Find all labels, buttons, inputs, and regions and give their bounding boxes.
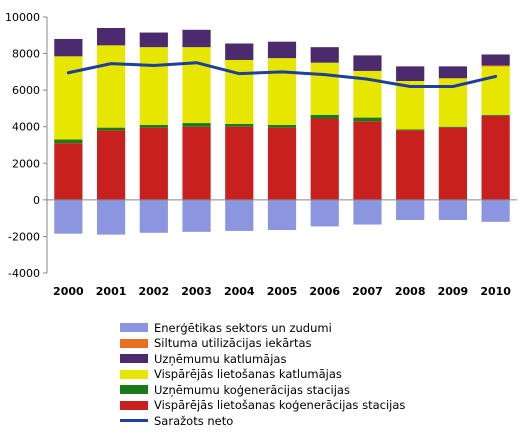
bar-segment [310,47,339,63]
bar-segment [96,199,126,235]
bar-segment [310,114,339,119]
x-tick-label: 2008 [395,285,426,298]
y-tick-label: 6000 [12,84,40,97]
bar-segment [310,62,339,115]
legend-swatch-public-chp [120,400,148,410]
y-tick-label: -4000 [8,267,40,280]
bar-segment [225,43,254,60]
bar-segment [182,29,211,48]
legend-item: Vispārējās lietošanas katlumājas [120,367,405,383]
bar-segment [96,130,126,200]
bar-segment [438,66,468,79]
bar-segment [353,199,382,225]
bar-segment [481,199,510,222]
bar-segment [139,127,168,200]
bar-segment [225,59,254,124]
bar-segment [225,123,254,127]
x-tick-label: 2002 [139,285,170,298]
y-tick-label: 10000 [5,11,40,24]
bar-segment [353,121,382,200]
legend-swatch-net-output [120,419,148,423]
legend-item: Uzņēmumu koģenerācijas stacijas [120,382,405,398]
legend-swatch-industrial-chp [120,385,148,395]
legend-label: Vispārējās lietošanas koģenerācijas stac… [154,398,406,413]
x-tick-label: 2001 [96,285,127,298]
bar-segment [353,117,382,122]
legend-swatch-industrial-boilers [120,354,148,364]
bar-segment [139,199,168,233]
y-tick-label: 0 [33,194,40,207]
bar-segment [139,124,168,128]
legend-item: Uzņēmumu katlumājas [120,351,405,367]
bar-segment [353,55,382,71]
legend-item: Vispārējās lietošanas koģenerācijas stac… [120,398,405,414]
legend-label: Enerģētikas sektors un zudumi [154,320,332,335]
bar-segment [396,81,425,130]
x-tick-label: 2005 [267,285,298,298]
legend-item: Enerģētikas sektors un zudumi [120,320,405,336]
bar-segment [481,54,510,66]
bar-segment [267,124,297,128]
legend-label: Uzņēmumu koģenerācijas stacijas [154,382,350,397]
bar-segment [182,47,211,124]
bar-segment [225,199,254,231]
bar-segment [182,126,211,200]
legend-swatch-heat-recovery [120,338,148,348]
bar-segment [438,199,468,220]
legend-label: Vispārējās lietošanas katlumājas [154,367,342,382]
legend-swatch-public-boilers [120,369,148,379]
x-tick-label: 2004 [224,285,255,298]
bar-segment [396,130,425,200]
bar-segment [267,199,297,231]
x-tick-label: 2010 [480,285,511,298]
bar-segment [182,199,211,232]
bar-segment [139,47,168,125]
bar-segment [54,199,83,234]
bar-segment [396,199,425,220]
legend-label: Saražots neto [154,413,234,428]
bar-segment [481,114,510,116]
bar-segment [310,118,339,200]
x-tick-label: 2009 [438,285,469,298]
bar-segment [481,66,510,115]
bar-segment [54,143,83,200]
bar-segment [225,126,254,200]
y-tick-label: 8000 [12,48,40,61]
x-tick-label: 2000 [53,285,84,298]
bar-segment [54,139,83,144]
x-tick-label: 2003 [181,285,212,298]
bar-segment [96,45,126,128]
bar-segment [139,32,168,48]
bar-segment [182,123,211,127]
bar-segment [96,27,126,46]
bar-segment [267,58,297,125]
bar-segment [438,126,468,128]
bar-segment [310,199,339,227]
bar-segment [54,56,83,140]
bar-segment [267,127,297,200]
y-tick-label: 2000 [12,157,40,170]
legend-swatch-energy-sector [120,323,148,333]
bar-segment [267,41,297,59]
bar-segment [481,115,510,200]
bar-segment [54,38,83,57]
net-output-line [66,61,498,88]
x-tick-label: 2006 [309,285,340,298]
y-tick-label: -2000 [8,230,40,243]
bar-segment [481,65,510,67]
legend-item: Siltuma utilizācijas iekārtas [120,336,405,352]
x-tick-label: 2007 [352,285,383,298]
bar-segment [396,66,425,81]
bar-segment [438,127,468,200]
legend-item: Saražots neto [120,413,405,429]
legend-label: Uzņēmumu katlumājas [154,351,287,366]
bar-segment [396,129,425,131]
y-tick-label: 4000 [12,121,40,134]
bar-segment [96,127,126,131]
legend-label: Siltuma utilizācijas iekārtas [154,336,312,351]
chart-legend: Enerģētikas sektors un zudumi Siltuma ut… [120,320,405,429]
